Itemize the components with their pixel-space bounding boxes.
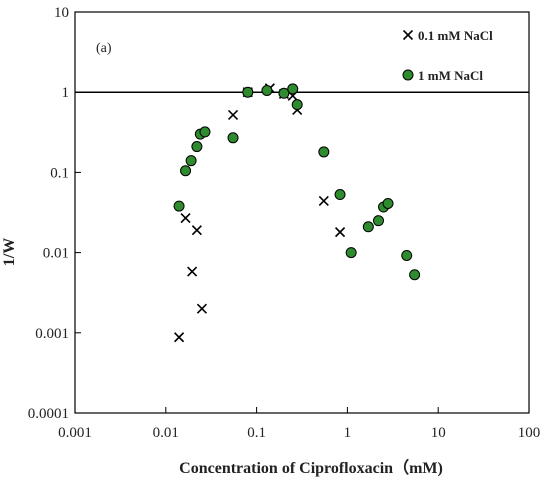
x-tick-label: 100 (518, 425, 541, 441)
data-point-cross-stroke (174, 332, 185, 343)
data-point-circle (227, 132, 239, 144)
x-tick-label: 0.001 (58, 425, 92, 441)
y-axis-title: 1/W (1, 238, 18, 266)
axes-layer: 0.0001 0.001 0.01 0.1 1 10 0.001 0.01 0.1 1 10 100 (28, 5, 541, 441)
data-point-circle (409, 269, 421, 281)
x-axis-title: Concentration of Ciprofloxacin（mM) (179, 459, 443, 477)
data-point-circle (191, 141, 203, 153)
data-point-cross (334, 227, 346, 238)
data-point-circle (401, 250, 413, 262)
data-point-cross-stroke (187, 266, 198, 277)
y-axis-title-text: 1/W (1, 238, 18, 266)
data-point-circle (242, 86, 254, 98)
data-point-cross (196, 303, 207, 314)
x-tick-label: 0.1 (247, 425, 266, 441)
data-point-cross (318, 195, 329, 207)
data-point-circle (291, 99, 303, 111)
data-point-cross-stroke (191, 225, 202, 236)
legend-marker-circle (402, 69, 414, 81)
series-circle (173, 83, 421, 281)
data-point-circle (362, 221, 374, 233)
data-point-circle (173, 200, 185, 212)
legend: 0.1 mM NaCl 1 mM NaCl (402, 28, 493, 83)
data-point-cross (174, 332, 185, 343)
x-tick-label: 0.01 (153, 425, 179, 441)
data-point-circle (372, 215, 384, 227)
x-tick-label: 1 (344, 425, 352, 441)
data-point-circle (180, 165, 192, 177)
legend-item: 0.1 mM NaCl (402, 28, 493, 43)
data-point-circle (318, 146, 330, 158)
data-point-circle (287, 83, 299, 95)
data-point-circle (199, 126, 211, 138)
data-point-cross (187, 266, 198, 277)
y-tick-label: 10 (54, 5, 69, 21)
legend-marker-cross (402, 29, 414, 41)
legend-label: 1 mM NaCl (418, 68, 483, 83)
data-point-cross (227, 109, 239, 121)
legend-item: 1 mM NaCl (402, 68, 483, 83)
data-point-circle (345, 247, 357, 259)
y-tick-label: 0.1 (50, 165, 69, 181)
data-point-cross (191, 225, 202, 236)
data-point-cross-stroke (180, 212, 191, 224)
data-point-circle (334, 189, 346, 201)
x-tick-label: 10 (431, 425, 446, 441)
data-point-circle (185, 155, 197, 167)
data-point-cross (180, 212, 191, 224)
data-point-circle (278, 87, 290, 99)
y-tick-label: 1 (62, 85, 70, 101)
y-tick-label: 0.0001 (28, 406, 69, 422)
legend-label: 0.1 mM NaCl (418, 28, 493, 43)
panel-label: (a) (96, 41, 112, 56)
data-point-cross-stroke (227, 109, 239, 121)
y-tick-label: 0.001 (35, 326, 69, 342)
data-point-circle (382, 197, 394, 209)
plot-frame (74, 11, 530, 414)
y-tick-label: 0.01 (43, 246, 69, 262)
marks-layer (173, 83, 421, 343)
data-point-circle (261, 85, 273, 97)
data-point-cross-stroke (334, 227, 346, 238)
data-point-cross-stroke (196, 303, 207, 314)
data-point-cross-stroke (318, 195, 329, 207)
